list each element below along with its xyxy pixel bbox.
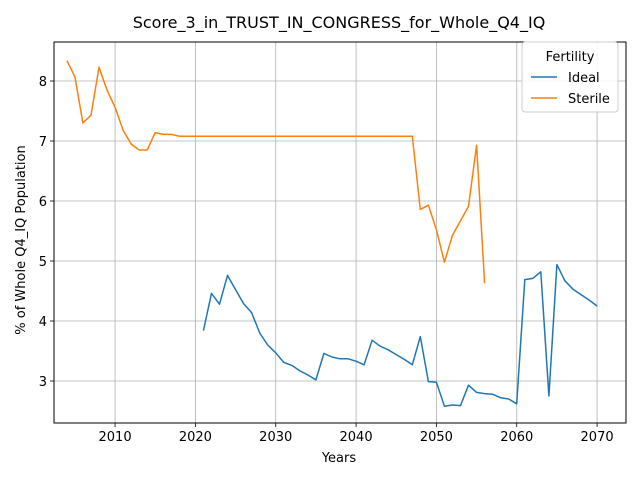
y-tick-label: 5 xyxy=(39,255,47,270)
x-axis-ticks: 2010 2020 2030 2040 2050 2060 2070 xyxy=(99,423,614,445)
y-tick-label: 6 xyxy=(39,195,47,210)
y-tick-label: 3 xyxy=(39,375,47,390)
y-axis-label: % of Whole Q4_IQ Population xyxy=(14,145,29,334)
x-tick-label: 2020 xyxy=(179,430,212,445)
x-tick-label: 2010 xyxy=(99,430,132,445)
y-tick-label: 4 xyxy=(39,315,47,330)
legend-label-ideal: Ideal xyxy=(568,71,600,86)
x-tick-label: 2070 xyxy=(581,430,614,445)
series-line-sterile xyxy=(66,60,486,284)
plot-frame xyxy=(53,41,627,424)
chart-title: Score_3_in_TRUST_IN_CONGRESS_for_Whole_Q… xyxy=(133,13,546,33)
x-tick-label: 2040 xyxy=(340,430,373,445)
legend-box xyxy=(521,41,619,113)
legend: Fertility Ideal Sterile xyxy=(521,41,619,113)
x-tick-label: 2030 xyxy=(259,430,292,445)
x-axis-label: Years xyxy=(321,451,357,466)
x-tick-label: 2060 xyxy=(500,430,533,445)
legend-title: Fertility xyxy=(546,50,595,65)
y-tick-label: 8 xyxy=(39,75,47,90)
series-line-ideal xyxy=(202,263,598,407)
y-axis-ticks: 3 4 5 6 7 8 xyxy=(39,75,54,390)
legend-label-sterile: Sterile xyxy=(568,92,610,107)
y-tick-label: 7 xyxy=(39,135,47,150)
x-tick-label: 2050 xyxy=(420,430,453,445)
grid-lines xyxy=(54,42,626,423)
series-lines xyxy=(66,60,598,407)
